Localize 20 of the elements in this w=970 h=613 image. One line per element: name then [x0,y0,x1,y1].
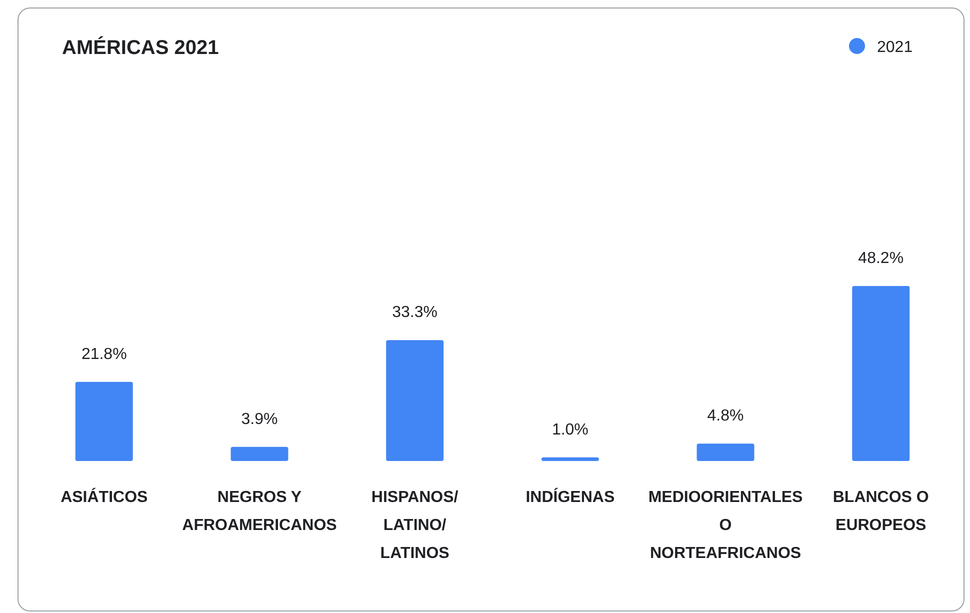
data-label: 21.8% [81,346,127,363]
data-label: 33.3% [392,304,438,322]
data-label: 1.0% [552,421,588,438]
data-label: 48.2% [858,250,904,267]
data-label: 4.8% [707,408,744,425]
chart-title: AMÉRICAS 2021 [62,36,219,59]
bar [696,444,754,461]
bar [541,457,599,461]
bar [852,286,910,461]
x-tick-label: BLANCOS O EUROPEOS [832,489,929,534]
x-tick-label: HISPANOS/LATINO/LATINOS [371,489,459,562]
bar [386,340,444,461]
x-tick-label: INDÍGENAS [526,487,615,506]
x-tick-label: ASIÁTICOS [60,487,148,506]
data-label: 3.9% [241,410,278,428]
x-tick-label: MEDIOORIENTALES O NORTEAFRICANOS [648,489,804,562]
x-tick-label: NEGROS Y AFROAMERICANOS [182,489,338,534]
bar [230,446,288,461]
bar [75,382,133,461]
legend-label: 2021 [877,39,913,56]
